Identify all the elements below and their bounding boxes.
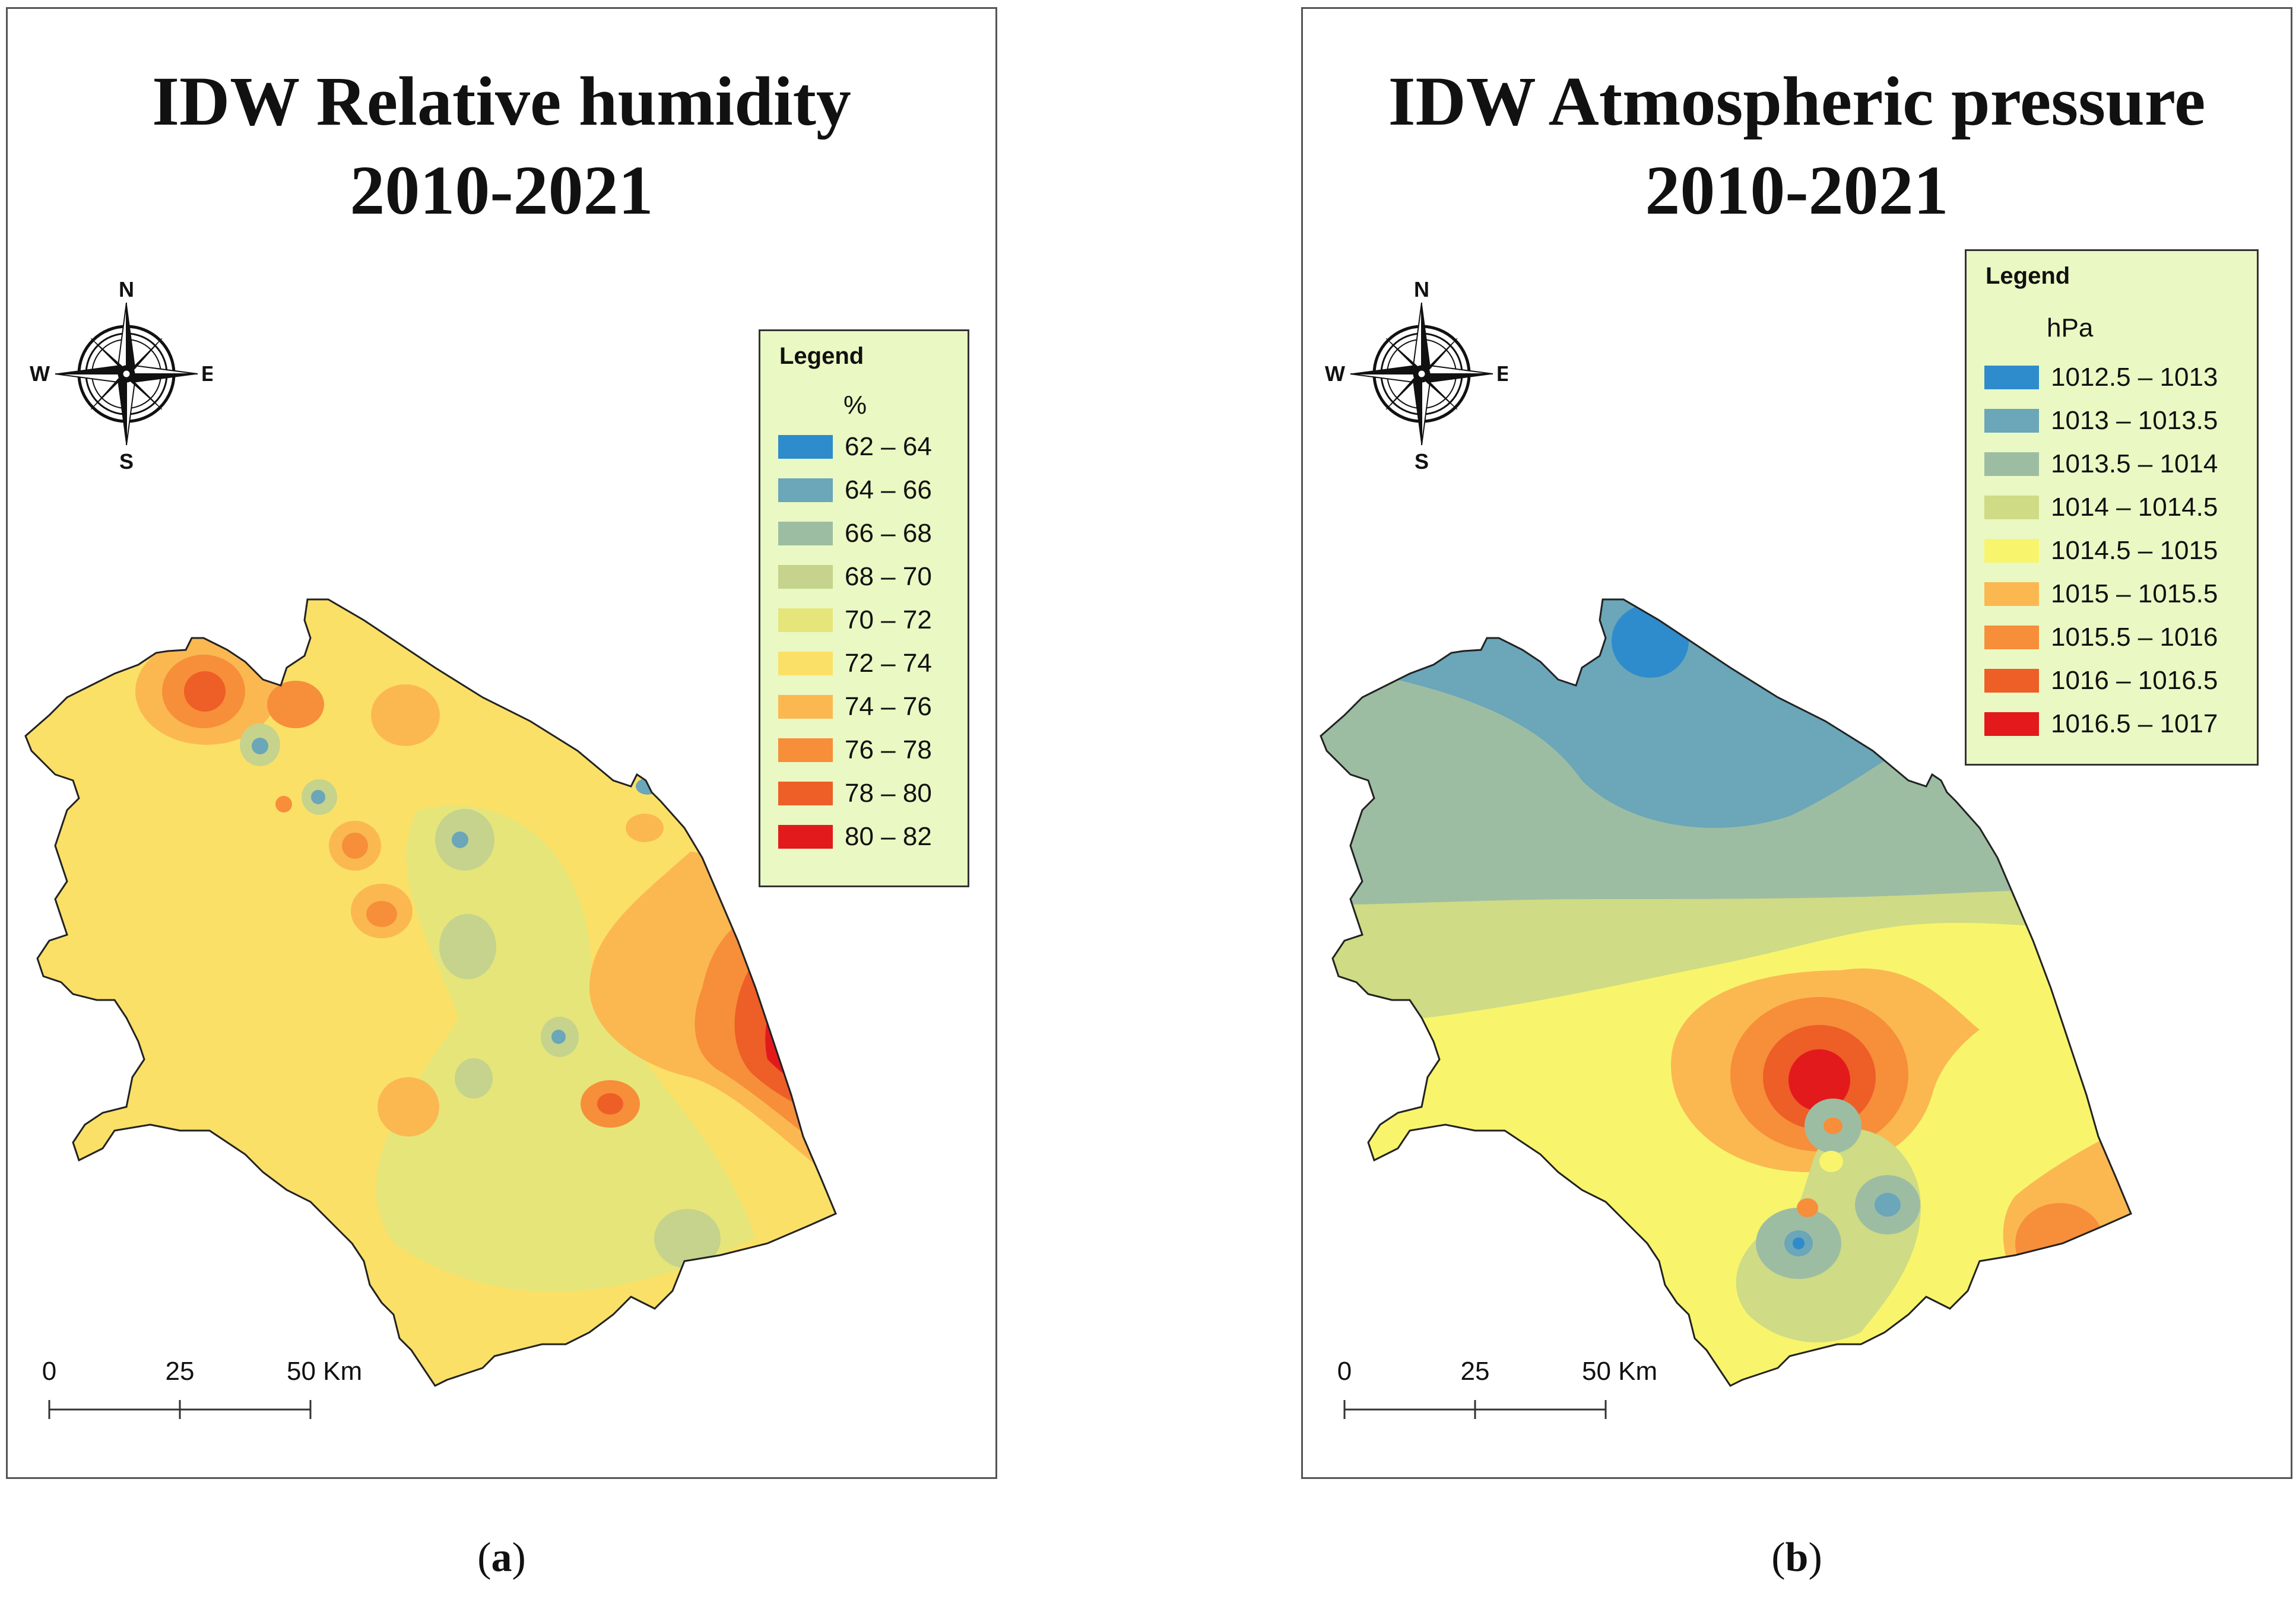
region-boundary — [1320, 598, 2132, 1387]
humidity-map — [24, 598, 837, 1387]
legend-swatch — [778, 608, 833, 632]
legend-box: Legend % 62 – 64 64 – 66 66 – 68 68 – 70 70 … — [759, 329, 969, 887]
legend-item: 1015.5 – 1016 — [1984, 620, 2218, 655]
scale-label-50km: 50 Km — [287, 1357, 362, 1386]
scale-bar: 0 25 50 Km — [42, 1357, 362, 1419]
legend-item: 1013 – 1013.5 — [1984, 403, 2218, 439]
compass-north-label: N — [1414, 279, 1429, 301]
legend-unit: hPa — [2047, 313, 2094, 342]
legend-label: 62 – 64 — [845, 432, 932, 461]
legend-item: 62 – 64 — [778, 429, 932, 465]
legend-label: 64 – 66 — [845, 475, 932, 504]
humidity-surface — [26, 599, 836, 1386]
legend-label: 1016.5 – 1017 — [2051, 709, 2218, 738]
legend-box: Legend hPa 1012.5 – 1013 1013 – 1013.5 101… — [1965, 249, 2259, 766]
legend-swatch — [778, 738, 833, 762]
scale-label-25: 25 — [166, 1357, 195, 1386]
legend-label: 1015 – 1015.5 — [2051, 579, 2218, 608]
legend-label: 78 – 80 — [845, 779, 932, 808]
caption-letter: b — [1785, 1535, 1809, 1580]
scale-label-25: 25 — [1461, 1357, 1490, 1386]
region-boundary — [24, 598, 837, 1387]
map-panel-atmospheric-pressure: IDW Atmospheric pressure 2010-2021 — [1301, 7, 2292, 1479]
legend-swatch — [1984, 669, 2039, 693]
legend-item: 1016 – 1016.5 — [1984, 663, 2218, 699]
legend-swatch — [778, 435, 833, 459]
legend-swatch — [778, 565, 833, 589]
legend-label: 72 – 74 — [845, 649, 932, 678]
legend-label: 68 – 70 — [845, 562, 932, 591]
map-subtitle-years: 2010-2021 — [350, 151, 654, 229]
legend-swatch — [778, 522, 833, 545]
north-arrow-compass-icon: N S E W — [30, 279, 213, 474]
legend-swatch — [1984, 452, 2039, 476]
legend-item: 1014 – 1014.5 — [1984, 490, 2218, 525]
legend-item: 80 – 82 — [778, 819, 932, 855]
legend-swatch — [1984, 712, 2039, 736]
legend-item: 76 – 78 — [778, 732, 932, 768]
compass-west-label: W — [1325, 361, 1345, 386]
compass-south-label: S — [1415, 449, 1429, 474]
legend-item: 74 – 76 — [778, 689, 932, 725]
legend-item: 66 – 68 — [778, 516, 932, 551]
legend-label: 1013.5 – 1014 — [2051, 449, 2218, 478]
legend-swatch — [1984, 582, 2039, 606]
scale-label-0: 0 — [1337, 1357, 1352, 1386]
legend-label: 1015.5 – 1016 — [2051, 623, 2218, 652]
legend-label: 76 – 78 — [845, 735, 932, 764]
scale-label-0: 0 — [42, 1357, 56, 1386]
legend-swatch — [1984, 539, 2039, 563]
legend-swatch — [778, 782, 833, 805]
caption-b: (b) — [1771, 1535, 1822, 1580]
legend-swatch — [1984, 366, 2039, 389]
caption-letter: a — [491, 1535, 512, 1580]
compass-south-label: S — [119, 449, 134, 474]
legend-item: 70 – 72 — [778, 602, 932, 638]
legend-swatch — [778, 695, 833, 719]
caption-a: (a) — [477, 1535, 526, 1580]
legend-label: 1014.5 – 1015 — [2051, 536, 2218, 565]
map-subtitle-years: 2010-2021 — [1645, 151, 1949, 229]
legend-item: 78 – 80 — [778, 776, 932, 811]
legend-item: 1014.5 – 1015 — [1984, 533, 2218, 569]
scale-label-50km: 50 Km — [1582, 1357, 1657, 1386]
legend-label: 1016 – 1016.5 — [2051, 666, 2218, 695]
compass-east-label: E — [201, 361, 213, 386]
legend-label: 1013 – 1013.5 — [2051, 406, 2218, 435]
legend-label: 80 – 82 — [845, 822, 932, 851]
legend-label: 1012.5 – 1013 — [2051, 363, 2218, 392]
legend-item: 1016.5 – 1017 — [1984, 706, 2218, 742]
legend-item: 1015 – 1015.5 — [1984, 576, 2218, 612]
legend-title: Legend — [779, 343, 864, 369]
legend-swatch — [1984, 496, 2039, 519]
compass-east-label: E — [1496, 361, 1508, 386]
legend-label: 66 – 68 — [845, 519, 932, 548]
legend-label: 70 – 72 — [845, 605, 932, 634]
legend-item: 64 – 66 — [778, 472, 932, 508]
legend-item: 1012.5 – 1013 — [1984, 360, 2218, 395]
legend-label: 1014 – 1014.5 — [2051, 493, 2218, 522]
legend-item: 72 – 74 — [778, 646, 932, 681]
north-arrow-compass-icon: N S E W — [1325, 279, 1508, 474]
map-panel-relative-humidity: IDW Relative humidity 2010-2021 — [6, 7, 997, 1479]
legend-item: 68 – 70 — [778, 559, 932, 595]
map-title: IDW Relative humidity — [152, 62, 851, 140]
legend-unit: % — [843, 391, 867, 420]
legend-item: 1013.5 – 1014 — [1984, 446, 2218, 482]
legend-swatch — [778, 652, 833, 675]
compass-west-label: W — [30, 361, 50, 386]
legend-title: Legend — [1986, 263, 2070, 289]
legend-swatch — [778, 478, 833, 502]
legend-swatch — [1984, 626, 2039, 649]
scale-bar: 0 25 50 Km — [1337, 1357, 1657, 1419]
compass-north-label: N — [119, 279, 134, 301]
legend-swatch — [778, 825, 833, 849]
legend-label: 74 – 76 — [845, 692, 932, 721]
map-title: IDW Atmospheric pressure — [1388, 62, 2206, 140]
legend-swatch — [1984, 409, 2039, 433]
